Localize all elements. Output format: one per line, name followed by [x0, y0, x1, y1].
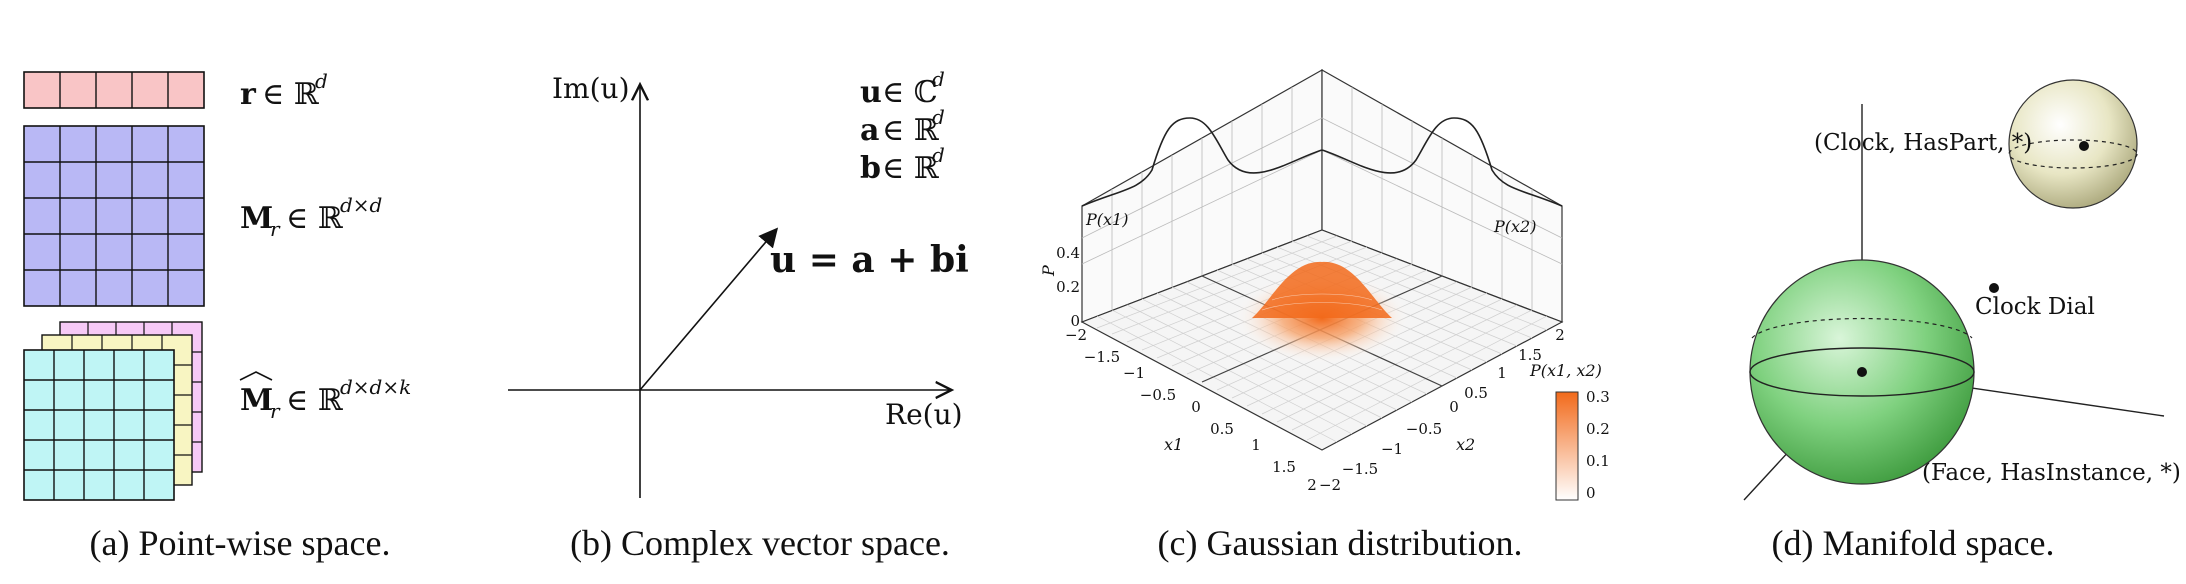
x2-axis-label: x2 — [1456, 435, 1475, 454]
imag-axis-label: Im(u) — [552, 72, 630, 105]
panel-gaussian: P(x1) P(x2) P 0 0.2 0.4 −2 −1.5 −1 −0.5 … — [1040, 0, 1640, 584]
label-m: M r ∈ ℝ d×d — [240, 193, 382, 241]
label-m-hat: M r ∈ ℝ d×d×k — [239, 371, 411, 423]
label-clock-haspart: (Clock, HasPart, *) — [1814, 130, 2032, 156]
caption-a: (a) Point-wise space. — [89, 523, 391, 563]
svg-text:0.2: 0.2 — [1586, 420, 1610, 438]
svg-text:0.2: 0.2 — [1056, 278, 1080, 296]
svg-text:∈ ℝ: ∈ ℝ — [286, 383, 344, 418]
svg-text:r: r — [270, 217, 281, 241]
caption-d: (d) Manifold space. — [1771, 523, 2055, 563]
svg-text:0.5: 0.5 — [1464, 384, 1488, 402]
svg-text:−1.5: −1.5 — [1342, 460, 1378, 478]
label-face-hasinstance: (Face, HasInstance, *) — [1922, 460, 2181, 486]
svg-text:d×d: d×d — [340, 193, 382, 217]
svg-text:0.3: 0.3 — [1586, 388, 1610, 406]
tensor-m-hat — [23, 321, 203, 501]
marginal-x2-curve — [1321, 117, 1563, 207]
z-ticks: 0 0.2 0.4 — [1056, 244, 1080, 330]
svg-text:−0.5: −0.5 — [1406, 420, 1442, 438]
svg-text:0: 0 — [1586, 484, 1596, 502]
panel-manifold: (Clock, HasPart, *) Clock Dial (Face, Ha… — [1640, 0, 2186, 584]
svg-text:a: a — [860, 113, 879, 148]
marginal-x2-label: P(x2) — [1493, 217, 1536, 236]
marginal-x1-curve — [1081, 117, 1323, 207]
marginal-x1-label: P(x1) — [1085, 210, 1128, 229]
svg-text:r: r — [240, 77, 257, 112]
gaussian-3d-plot: P(x1) P(x2) P 0 0.2 0.4 −2 −1.5 −1 −0.5 … — [1040, 68, 1610, 502]
manifold-figure: (Clock, HasPart, *) Clock Dial (Face, Ha… — [1743, 79, 2181, 501]
svg-text:1: 1 — [1497, 364, 1507, 382]
panel-point-wise: r ∈ ℝ d M r ∈ ℝ d×d M r ∈ ℝ d×d×k (a) Po… — [0, 0, 480, 584]
svg-text:−0.5: −0.5 — [1140, 386, 1176, 404]
colorbar: P(x1, x2) 0.3 0.2 0.1 0 — [1529, 361, 1610, 502]
svg-text:−1: −1 — [1381, 440, 1403, 458]
svg-text:0: 0 — [1070, 312, 1080, 330]
svg-text:M: M — [240, 201, 273, 236]
equation: u = a + bi — [770, 239, 969, 281]
svg-text:b: b — [860, 151, 881, 186]
svg-text:−1.5: −1.5 — [1084, 348, 1120, 366]
svg-text:1.5: 1.5 — [1272, 458, 1296, 476]
back-walls — [1081, 68, 1563, 323]
colorbar-title: P(x1, x2) — [1529, 361, 1602, 380]
svg-text:d: d — [932, 67, 945, 91]
point-wise-figure: r ∈ ℝ d M r ∈ ℝ d×d M r ∈ ℝ d×d×k — [23, 69, 411, 501]
x1-ticks: −2 −1.5 −1 −0.5 0 0.5 1 1.5 2 — [1065, 326, 1317, 494]
svg-text:1: 1 — [1251, 436, 1261, 454]
caption-c: (c) Gaussian distribution. — [1157, 523, 1523, 563]
x2-ticks: −2 −1.5 −1 −0.5 0 0.5 1 1.5 2 — [1319, 326, 1565, 494]
caption-b: (b) Complex vector space. — [570, 523, 950, 563]
svg-text:0.1: 0.1 — [1586, 452, 1610, 470]
complex-plane: Im(u) Re(u) u ∈ ℂd a ∈ ℝd b ∈ ℝd u = a + bi — [508, 67, 969, 498]
svg-text:M: M — [240, 383, 273, 418]
svg-text:1.5: 1.5 — [1518, 346, 1542, 364]
matrix-m — [23, 125, 205, 307]
svg-text:0.4: 0.4 — [1056, 244, 1080, 262]
svg-text:∈ ℝ: ∈ ℝ — [882, 151, 940, 186]
svg-text:−2: −2 — [1065, 326, 1087, 344]
svg-text:2: 2 — [1307, 476, 1317, 494]
svg-text:u: u — [860, 75, 882, 110]
svg-text:0: 0 — [1449, 398, 1459, 416]
svg-text:d: d — [932, 143, 945, 167]
svg-text:d: d — [932, 105, 945, 129]
svg-text:−1: −1 — [1123, 364, 1145, 382]
gaussian-surface — [1234, 261, 1410, 364]
label-clock-dial: Clock Dial — [1975, 294, 2095, 320]
clock-dial-point — [1989, 283, 1999, 293]
svg-text:d: d — [315, 69, 328, 93]
svg-text:∈ ℝ: ∈ ℝ — [882, 113, 940, 148]
big-sphere — [1749, 259, 1975, 485]
svg-text:d×d×k: d×d×k — [340, 375, 411, 399]
svg-text:∈ ℂ: ∈ ℂ — [882, 75, 938, 110]
svg-text:0.5: 0.5 — [1210, 420, 1234, 438]
label-r: r ∈ ℝ d — [240, 69, 328, 112]
z-axis-label: P — [1040, 265, 1058, 277]
set-definitions: u ∈ ℂd a ∈ ℝd b ∈ ℝd — [860, 67, 945, 186]
svg-text:∈ ℝ: ∈ ℝ — [262, 77, 320, 112]
svg-text:−2: −2 — [1319, 476, 1341, 494]
svg-text:2: 2 — [1555, 326, 1565, 344]
x1-axis-label: x1 — [1164, 435, 1183, 454]
real-axis-label: Re(u) — [885, 398, 963, 431]
svg-text:0: 0 — [1191, 398, 1201, 416]
svg-text:∈ ℝ: ∈ ℝ — [286, 201, 344, 236]
vector-r — [23, 71, 205, 109]
vector-u — [639, 227, 779, 391]
svg-text:r: r — [270, 399, 281, 423]
small-sphere — [2008, 79, 2138, 209]
